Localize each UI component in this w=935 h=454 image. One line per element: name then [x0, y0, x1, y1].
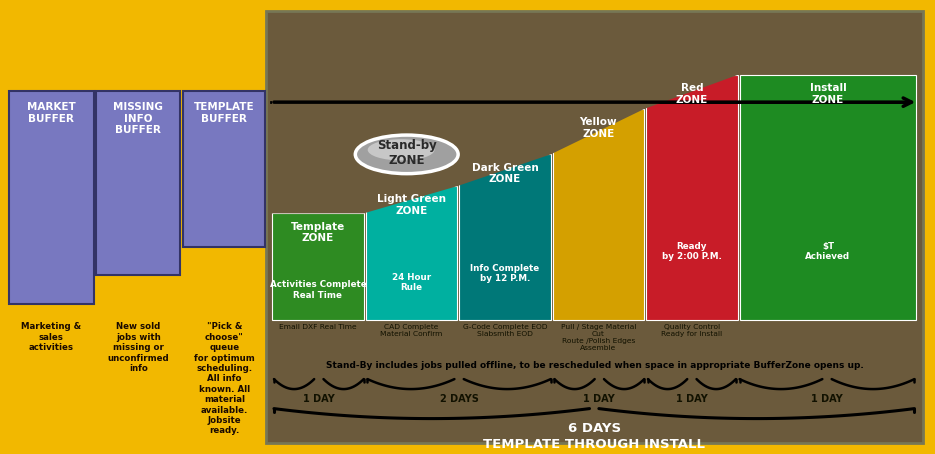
Text: Manufacturing Engine: Manufacturing Engine	[517, 80, 672, 93]
FancyBboxPatch shape	[459, 154, 551, 320]
Text: 6 DAYS: 6 DAYS	[568, 422, 621, 435]
FancyBboxPatch shape	[96, 91, 180, 275]
Text: New sold
jobs with
missing or
unconfirmed
info: New sold jobs with missing or unconfirme…	[108, 322, 169, 373]
Text: Stand-by
ZONE: Stand-by ZONE	[377, 138, 437, 167]
Text: Six Day Lead Time from Template through Install: Six Day Lead Time from Template through …	[411, 50, 778, 63]
FancyBboxPatch shape	[266, 11, 923, 443]
FancyBboxPatch shape	[183, 91, 265, 247]
Text: 24 Hour
Rule: 24 Hour Rule	[392, 273, 431, 292]
Text: SYNCHRONOUS BUFFER ZONES: SYNCHRONOUS BUFFER ZONES	[387, 18, 802, 41]
FancyBboxPatch shape	[553, 109, 644, 320]
FancyBboxPatch shape	[366, 186, 457, 320]
Text: Install
ZONE: Install ZONE	[810, 83, 846, 105]
Text: Marketing &
sales
activities: Marketing & sales activities	[22, 322, 81, 352]
FancyBboxPatch shape	[740, 75, 916, 320]
Text: Dark Green
ZONE: Dark Green ZONE	[471, 163, 539, 184]
Text: Quality Control
Ready for Install: Quality Control Ready for Install	[661, 324, 723, 337]
Text: 1 DAY: 1 DAY	[812, 394, 842, 404]
Text: $T
Achieved: $T Achieved	[805, 242, 851, 261]
Text: Email DXF Real Time: Email DXF Real Time	[279, 324, 357, 330]
Text: 1 DAY: 1 DAY	[676, 394, 708, 404]
FancyBboxPatch shape	[646, 75, 738, 320]
Text: Yellow
ZONE: Yellow ZONE	[580, 117, 617, 139]
Text: Stand-By includes jobs pulled offline, to be rescheduled when space in appropria: Stand-By includes jobs pulled offline, t…	[325, 361, 864, 370]
Text: Red
ZONE: Red ZONE	[676, 83, 708, 105]
Text: Pull / Stage Material
Cut
Route /Polish Edges
Assemble: Pull / Stage Material Cut Route /Polish …	[561, 324, 636, 351]
Text: Ready
by 2:00 P.M.: Ready by 2:00 P.M.	[662, 242, 722, 261]
Text: MARKET
BUFFER: MARKET BUFFER	[27, 102, 76, 124]
Text: 1 DAY: 1 DAY	[303, 394, 335, 404]
Text: Info Complete
by 12 P.M.: Info Complete by 12 P.M.	[470, 264, 539, 283]
Text: Light Green
ZONE: Light Green ZONE	[377, 194, 446, 216]
Text: 1 DAY: 1 DAY	[583, 394, 615, 404]
Text: 2 DAYS: 2 DAYS	[439, 394, 479, 404]
FancyBboxPatch shape	[272, 213, 364, 320]
Ellipse shape	[367, 139, 435, 160]
Text: "Pick &
choose"
queue
for optimum
scheduling.
All info
known. All
material
avail: "Pick & choose" queue for optimum schedu…	[194, 322, 254, 435]
Polygon shape	[266, 16, 916, 213]
Text: Activities Complete
Real Time: Activities Complete Real Time	[269, 281, 367, 300]
FancyBboxPatch shape	[9, 91, 94, 304]
Ellipse shape	[355, 135, 458, 174]
Text: MISSING
INFO
BUFFER: MISSING INFO BUFFER	[113, 102, 164, 135]
Text: CAD Complete
Material Confirm: CAD Complete Material Confirm	[381, 324, 442, 337]
Text: G-Code Complete EOD
Slabsmith EOD: G-Code Complete EOD Slabsmith EOD	[463, 324, 547, 337]
Text: TEMPLATE THROUGH INSTALL: TEMPLATE THROUGH INSTALL	[483, 438, 705, 451]
Text: Template
ZONE: Template ZONE	[291, 222, 345, 243]
Text: TEMPLATE
BUFFER: TEMPLATE BUFFER	[194, 102, 254, 124]
